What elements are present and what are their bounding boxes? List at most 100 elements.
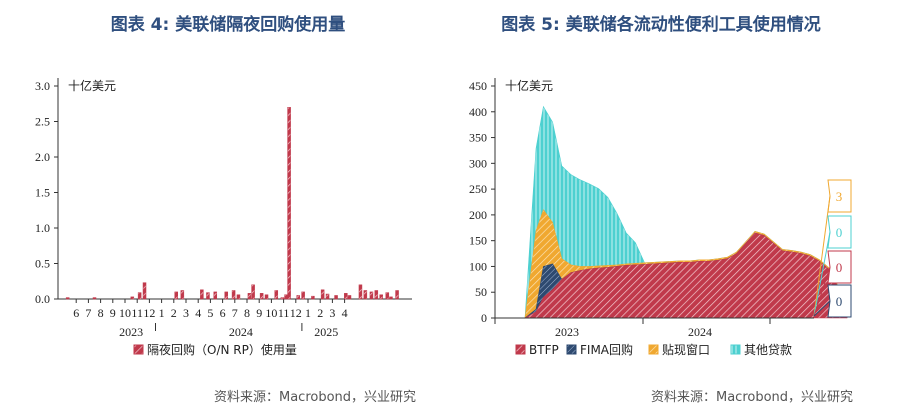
unit-label: 十亿美元 <box>68 78 116 93</box>
y-tick-label: 300 <box>469 156 487 170</box>
y-tick-label: 150 <box>469 234 487 248</box>
x-tick-label: 11 <box>131 306 143 320</box>
onrp-bar <box>174 291 178 300</box>
x-tick-label: 12 <box>290 306 302 320</box>
onrp-bar <box>287 107 291 300</box>
year-label: 2024 <box>229 325 253 339</box>
onrp-bar <box>311 295 315 300</box>
end-value-tag <box>827 215 852 249</box>
end-value-label: 0 <box>836 260 843 275</box>
x-tick-label: 1 <box>305 306 311 320</box>
end-value-leader <box>813 266 831 317</box>
y-tick-label: 3.0 <box>35 79 50 93</box>
onrp-bar <box>358 284 363 300</box>
unit-label: 十亿美元 <box>505 78 553 93</box>
y-tick-label: 2.0 <box>35 150 50 164</box>
chart4-title: 图表 4: 美联储隔夜回购使用量 <box>110 15 346 35</box>
onrp-bar <box>369 291 374 300</box>
x-tick-label: 7 <box>85 306 91 320</box>
end-value-leader <box>813 300 831 317</box>
x-tick-label: 8 <box>244 306 250 320</box>
source-left: 资料来源：Macrobond，兴业研究 <box>214 390 417 405</box>
x-tick-label: 1 <box>159 306 165 320</box>
end-value-leader <box>813 195 831 317</box>
x-tick-label: 2 <box>171 306 177 320</box>
end-value-label: 3 <box>836 189 843 204</box>
y-tick-label: 450 <box>469 79 487 93</box>
end-value-tag <box>827 250 852 284</box>
legend-label: FIMA回购 <box>580 342 633 357</box>
onrp-bar <box>347 295 352 300</box>
legend-swatch-other <box>730 344 741 355</box>
x-tick-label: 10 <box>265 306 277 320</box>
onrp-bar <box>200 289 204 300</box>
x-tick-label: 10 <box>119 306 131 320</box>
onrp-bar <box>334 295 338 300</box>
x-tick-label: 9 <box>256 306 262 320</box>
legend-label: 贴现窗口 <box>662 343 710 357</box>
onrp-bar <box>379 294 383 300</box>
onrp-bar <box>224 291 229 300</box>
legend-swatch-btfp <box>515 344 526 355</box>
y-tick-label: 1.0 <box>35 221 50 235</box>
year-label: 2023 <box>119 325 143 339</box>
y-tick-label: 350 <box>469 131 487 145</box>
y-tick-label: 0.5 <box>35 257 50 271</box>
year-label: 2023 <box>555 325 579 339</box>
y-tick-label: 400 <box>469 105 487 119</box>
x-tick-label: 12 <box>143 306 155 320</box>
onrp-bar <box>363 290 368 300</box>
onrp-bar <box>247 293 252 300</box>
onrp-bar <box>344 293 348 300</box>
onrp-bar <box>284 294 288 300</box>
onrp-bar <box>213 291 218 300</box>
onrp-bar <box>180 290 185 300</box>
onrp-bar <box>130 296 135 300</box>
end-value-label: 0 <box>836 225 843 240</box>
onrp-bar <box>251 284 255 300</box>
year-label: 2025 <box>314 325 338 339</box>
year-label: 2024 <box>688 325 712 339</box>
onrp-bar <box>65 297 70 300</box>
y-tick-label: 100 <box>469 259 487 273</box>
y-tick-label: 250 <box>469 182 487 196</box>
onrp-bar <box>301 291 305 300</box>
onrp-bar <box>236 294 241 300</box>
onrp-bar <box>259 293 264 300</box>
y-tick-label: 1.5 <box>35 186 50 200</box>
legend-label: BTFP <box>529 343 559 357</box>
legend-swatch-onrp <box>133 344 144 355</box>
source-right: 资料来源：Macrobond，兴业研究 <box>651 390 854 405</box>
legend-label: 其他贷款 <box>744 343 792 357</box>
onrp-bar <box>231 290 236 300</box>
onrp-bar <box>206 292 210 300</box>
onrp-bar <box>280 297 285 300</box>
x-tick-label: 7 <box>232 306 238 320</box>
legend-label-onrp: 隔夜回购（O/N RP）使用量 <box>147 342 297 357</box>
onrp-bar <box>395 290 399 300</box>
onrp-bar <box>320 289 325 300</box>
onrp-bar <box>389 296 393 300</box>
x-tick-label: 5 <box>207 306 213 320</box>
onrp-bar <box>264 294 269 300</box>
onrp-bar <box>274 290 279 300</box>
legend-swatch-fima <box>566 344 577 355</box>
y-tick-label: 2.5 <box>35 115 50 129</box>
y-tick-label: 0.0 <box>35 292 50 306</box>
y-tick-label: 0 <box>481 311 487 325</box>
end-value-label: 0 <box>836 294 843 309</box>
x-tick-label: 11 <box>278 306 290 320</box>
onrp-bar <box>374 290 379 300</box>
onrp-bar <box>325 293 330 300</box>
x-tick-label: 6 <box>220 306 226 320</box>
x-tick-label: 4 <box>195 306 201 320</box>
x-tick-label: 3 <box>329 306 335 320</box>
end-value-leader <box>813 231 831 317</box>
onrp-bar <box>142 282 147 300</box>
end-value-tag <box>827 284 852 318</box>
onrp-bar <box>296 295 300 300</box>
onrp-bar <box>92 297 97 300</box>
onrp-bar <box>137 292 142 300</box>
